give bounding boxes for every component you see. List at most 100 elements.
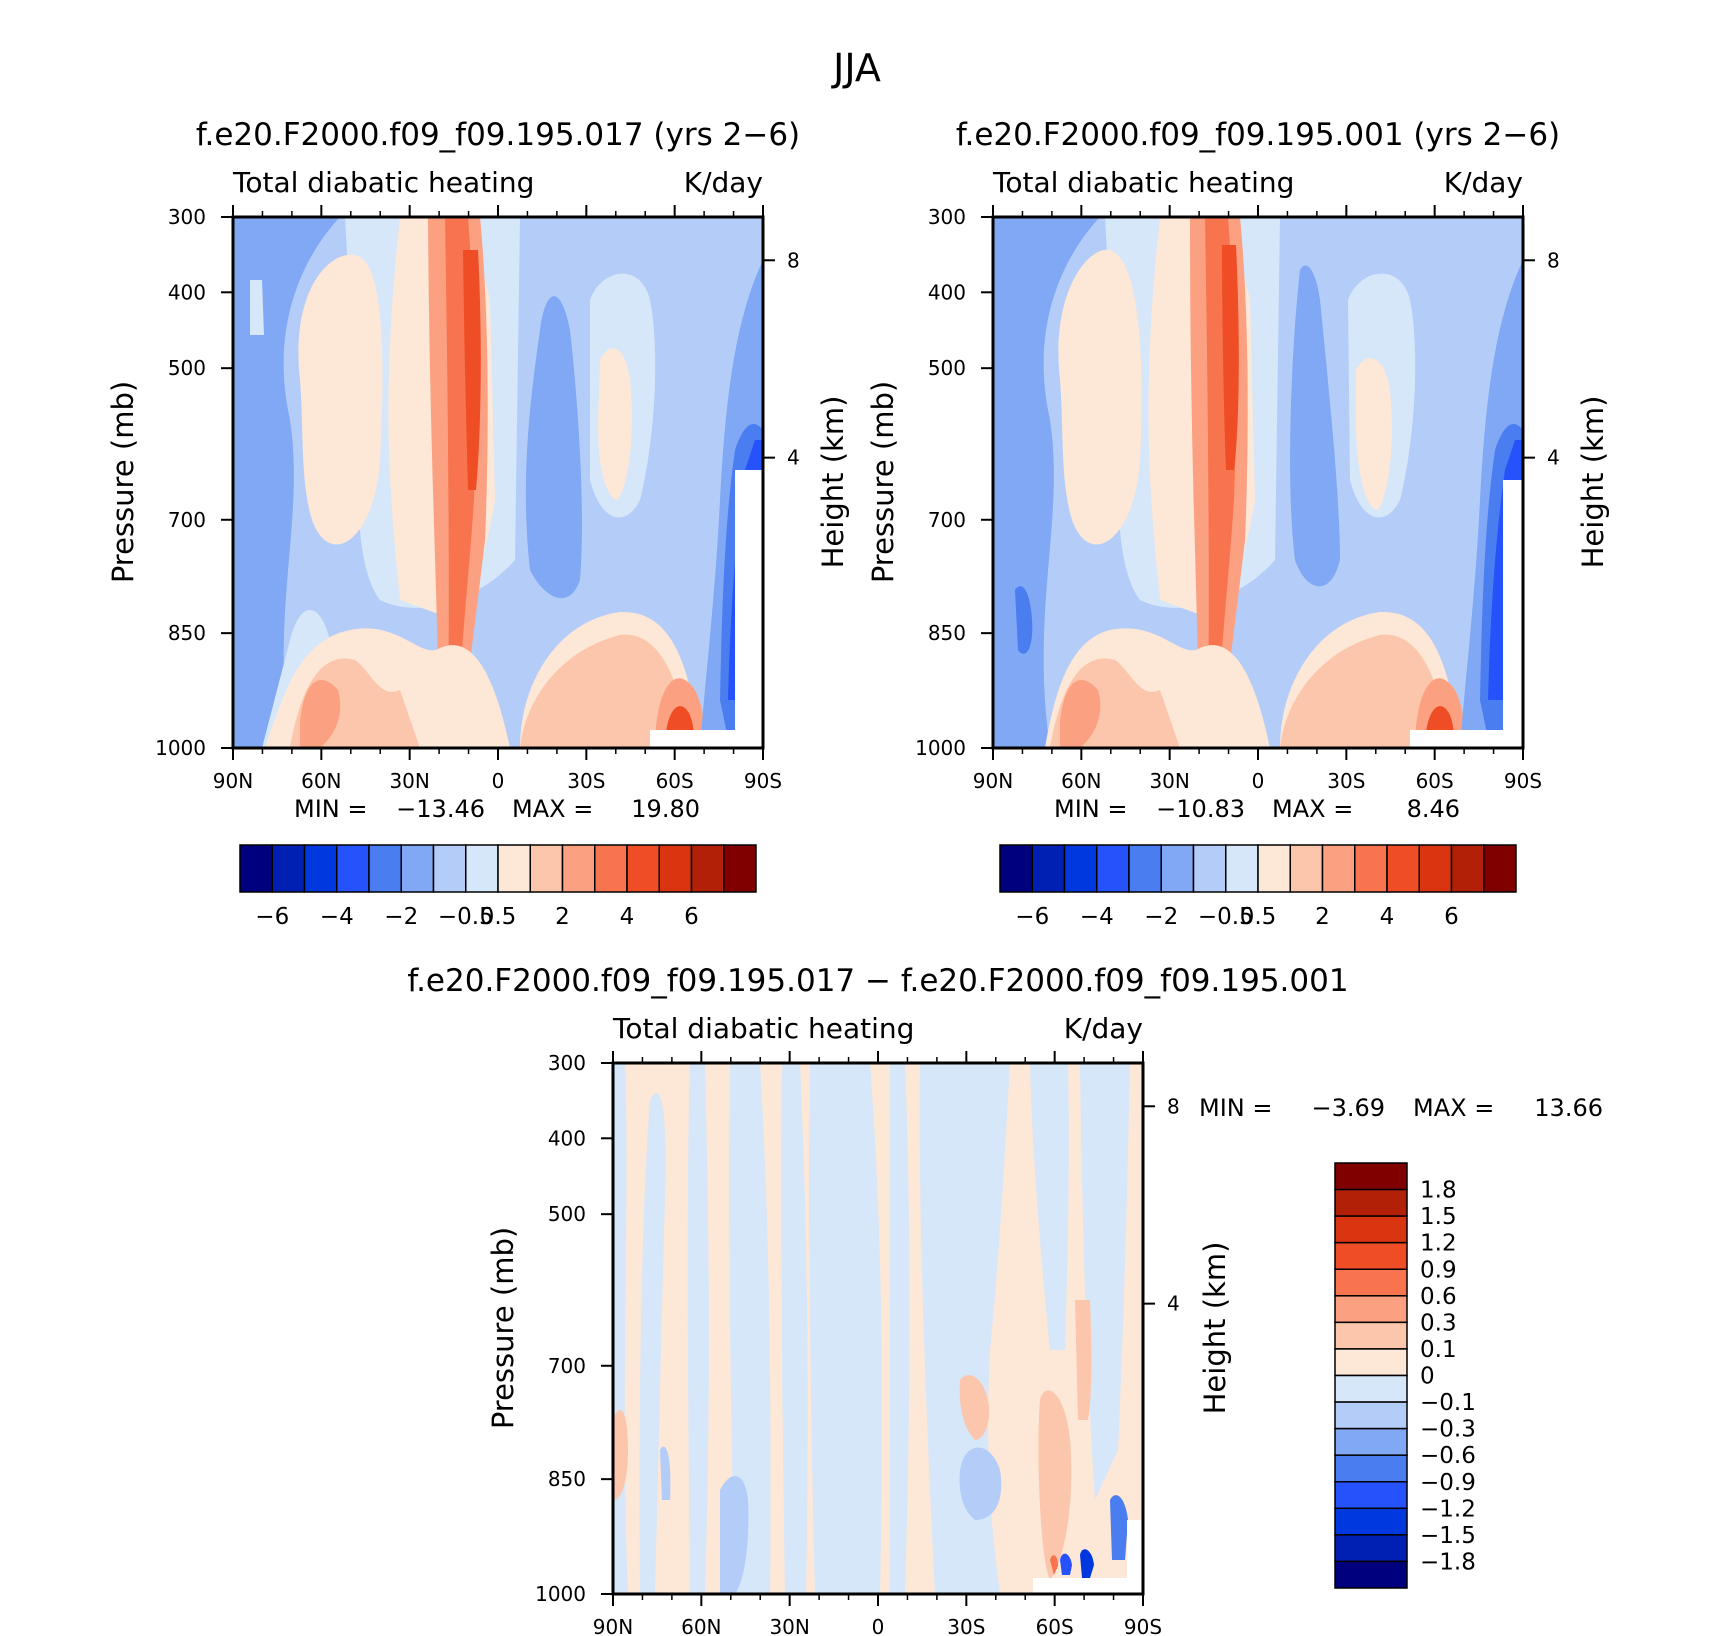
- panel-c-min-value: −3.69: [1311, 1094, 1385, 1122]
- panel-b-colorbar-box: [1386, 844, 1420, 893]
- panel-a-ytick-label: 500: [168, 356, 206, 380]
- panel-b-colorbar-box: [1450, 844, 1485, 893]
- panel-c-ytick-right-label: 8: [1167, 1094, 1180, 1118]
- panel-a-ytick-label: 300: [168, 205, 206, 229]
- panel-c-colorbar-label: 1.2: [1420, 1231, 1457, 1257]
- panel-c-max-value: 13.66: [1534, 1094, 1603, 1122]
- panel-a-left-label: Total diabatic heating: [232, 166, 534, 199]
- panel-b-xtick-label: 0: [1252, 769, 1265, 793]
- panel-b-colorbar-label: −6: [1015, 904, 1049, 930]
- panel-c-field: [613, 1063, 1143, 1594]
- panel-a-colorbar-label: 2: [555, 904, 570, 930]
- panel-c-ytick-label: 700: [548, 1354, 586, 1378]
- panel-a-ytick-label: 400: [168, 280, 206, 304]
- panel-a-colorbar-box: [239, 844, 273, 893]
- panel-b-colorbar-box: [1063, 844, 1098, 893]
- panel-b: f.e20.F2000.f09_f09.195.001 (yrs 2−6) To…: [866, 117, 1610, 930]
- panel-b-colorbar: −6 −4 −2 −0.50.5 2 4 6: [999, 844, 1517, 930]
- panel-c-colorbar-label: 0.6: [1420, 1284, 1457, 1310]
- panel-a-colorbar-label: −2: [384, 904, 418, 930]
- panel-c-ytick-label: 500: [548, 1202, 586, 1226]
- panel-a: f.e20.F2000.f09_f09.195.017 (yrs 2−6) To…: [106, 117, 850, 930]
- panel-b-colorbar-box: [999, 844, 1033, 893]
- panel-a-colorbar-label: −6: [255, 904, 289, 930]
- panel-a-ytick-label: 1000: [155, 736, 206, 760]
- panel-c-colorbar-box: [1334, 1321, 1408, 1350]
- panel-b-ylabel: Pressure (mb): [866, 381, 900, 583]
- panel-c-colorbar-box: [1334, 1560, 1408, 1589]
- panel-b-colorbar-box: [1354, 844, 1388, 893]
- panel-a-colorbar-box: [658, 844, 693, 893]
- panel-b-xtick-label: 30S: [1327, 769, 1365, 793]
- panel-a-colorbar: −6 −4 −2 −0.50.5 2 4 6: [239, 844, 757, 930]
- panel-c-colorbar-label: −1.2: [1420, 1496, 1476, 1522]
- panel-c-colorbar-label: −0.3: [1420, 1417, 1476, 1443]
- panel-c-ytick-label: 400: [548, 1126, 586, 1150]
- panel-b-colorbar-label: 2: [1315, 904, 1330, 930]
- panel-c-colorbar-box: [1334, 1507, 1408, 1536]
- panel-c-colorbar-box: [1334, 1241, 1408, 1270]
- panel-b-min-label: MIN =: [1054, 795, 1127, 823]
- panel-a-colorbar-box: [400, 844, 435, 893]
- panel-c-xtick-label: 90N: [593, 1615, 633, 1636]
- panel-a-min-value: −13.46: [396, 795, 485, 823]
- panel-c-colorbar-box: [1334, 1481, 1408, 1510]
- panel-b-colorbar-label: 6: [1444, 904, 1459, 930]
- panel-b-ytick-label: 700: [928, 508, 966, 532]
- panel-c-ylabel-right: Height (km): [1198, 1242, 1232, 1415]
- panel-c-colorbar-box: [1334, 1188, 1408, 1217]
- panel-a-max-label: MAX =: [512, 795, 593, 823]
- panel-c-colorbar-label: −0.9: [1420, 1470, 1476, 1496]
- panel-c-colorbar: 1.81.51.20.90.60.30.10−0.1−0.3−0.6−0.9−1…: [1334, 1162, 1476, 1589]
- panel-a-colorbar-box: [432, 844, 467, 893]
- panel-b-ytick-label: 300: [928, 205, 966, 229]
- panel-a-xtick-label: 90S: [744, 769, 782, 793]
- panel-c-right-label: K/day: [1064, 1012, 1143, 1045]
- panel-b-title: f.e20.F2000.f09_f09.195.001 (yrs 2−6): [956, 117, 1560, 153]
- panel-c-colorbar-box: [1334, 1374, 1408, 1403]
- panel-c-xtick-label: 0: [872, 1615, 885, 1636]
- panel-a-ytick-right-label: 8: [787, 248, 800, 272]
- panel-c-ytick-label: 1000: [535, 1582, 586, 1606]
- panel-c-colorbar-label: 0.1: [1420, 1337, 1457, 1363]
- panel-b-colorbar-box: [1096, 844, 1130, 893]
- panel-b-ylabel-right: Height (km): [1576, 396, 1610, 569]
- panel-a-ylabel: Pressure (mb): [106, 381, 140, 583]
- panel-a-colorbar-label: 4: [620, 904, 635, 930]
- panel-a-max-value: 19.80: [631, 795, 700, 823]
- panel-b-xtick-label: 90S: [1504, 769, 1542, 793]
- panel-b-min-value: −10.83: [1156, 795, 1245, 823]
- panel-b-colorbar-box: [1192, 844, 1227, 893]
- panel-b-xtick-label: 90N: [973, 769, 1013, 793]
- panel-c-colorbar-label: 1.5: [1420, 1204, 1457, 1230]
- panel-c-colorbar-label: 0.9: [1420, 1257, 1457, 1283]
- panel-c-colorbar-box: [1334, 1401, 1408, 1430]
- panel-a-colorbar-box: [497, 844, 531, 893]
- panel-b-ytick-right-label: 4: [1547, 446, 1560, 470]
- panel-c-xtick-label: 90S: [1124, 1615, 1162, 1636]
- panel-a-colorbar-box: [561, 844, 596, 893]
- panel-c-xtick-label: 60S: [1036, 1615, 1074, 1636]
- panel-c-colorbar-label: −1.8: [1420, 1549, 1476, 1575]
- panel-c-colorbar-box: [1334, 1348, 1408, 1377]
- panel-b-colorbar-box: [1321, 844, 1356, 893]
- panel-b-colorbar-box: [1483, 844, 1517, 893]
- panel-c-ylabel: Pressure (mb): [486, 1227, 520, 1429]
- figure-title: JJA: [831, 46, 881, 90]
- panel-b-ytick-right-label: 8: [1547, 248, 1560, 272]
- panel-b-right-label: K/day: [1444, 166, 1523, 199]
- panel-a-colorbar-box: [336, 844, 370, 893]
- panel-a-ytick-label: 700: [168, 508, 206, 532]
- panel-c-colorbar-label: 0: [1420, 1364, 1435, 1390]
- panel-a-min-label: MIN =: [294, 795, 367, 823]
- panel-c-colorbar-label: −0.6: [1420, 1443, 1476, 1469]
- panel-c-ytick-label: 850: [548, 1467, 586, 1491]
- panel-a-colorbar-box: [690, 844, 725, 893]
- panel-a-xtick-label: 60S: [656, 769, 694, 793]
- panel-b-xtick-label: 60S: [1416, 769, 1454, 793]
- panel-c-colorbar-box: [1334, 1215, 1408, 1244]
- panel-c-colorbar-box: [1334, 1295, 1408, 1324]
- panel-a-right-label: K/day: [684, 166, 763, 199]
- panel-a-colorbar-label: 6: [684, 904, 699, 930]
